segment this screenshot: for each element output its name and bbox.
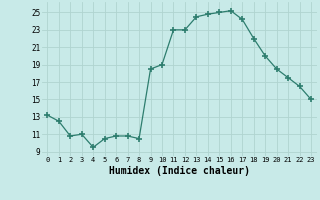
X-axis label: Humidex (Indice chaleur): Humidex (Indice chaleur)	[109, 166, 250, 176]
